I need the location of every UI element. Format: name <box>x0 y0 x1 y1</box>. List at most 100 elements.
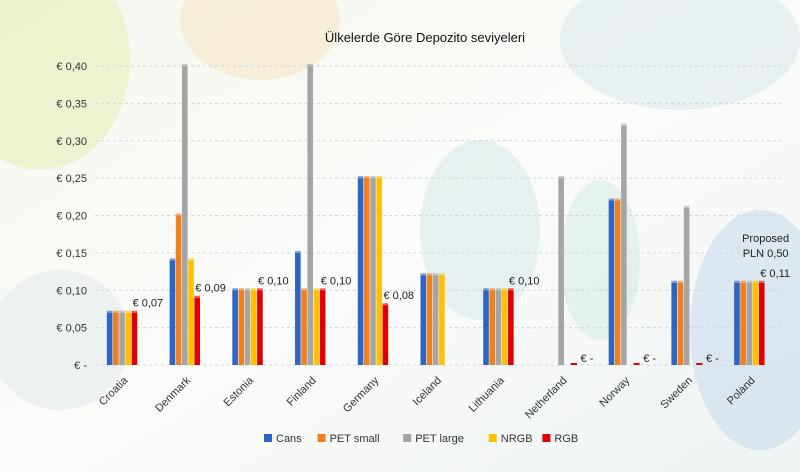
y-tick-label: € 0,20 <box>56 211 87 223</box>
bar-pet-large <box>307 66 314 365</box>
bar-nrgb <box>313 290 320 365</box>
bar-cap <box>752 280 759 283</box>
bar-cap <box>420 273 427 276</box>
bar-rgb <box>131 312 138 365</box>
y-tick-label: € 0,15 <box>56 248 87 260</box>
data-label: € 0,10 <box>509 275 540 287</box>
bar-nrgb <box>125 312 132 365</box>
bar-nrgb <box>188 260 194 365</box>
data-label: € - <box>706 353 719 365</box>
bar-rgb-zero <box>570 363 577 365</box>
bar-nrgb <box>250 290 257 365</box>
bar-cap <box>746 280 753 283</box>
bar-cap <box>558 176 564 179</box>
bar-rgb <box>382 305 389 365</box>
bar-cap <box>169 258 176 261</box>
category-label: Finland <box>285 375 319 409</box>
bar-cans <box>106 312 113 365</box>
bar-cap <box>131 310 138 313</box>
bar-cans <box>295 252 301 365</box>
category-label: Netherland <box>523 375 570 422</box>
bar-cap <box>125 310 132 313</box>
legend-swatch <box>317 434 326 442</box>
bar-pet-small <box>426 275 433 365</box>
category-label: Denmark <box>153 374 193 414</box>
bar-pet-large <box>558 178 564 365</box>
bar-cans <box>734 282 740 365</box>
bar-cap <box>376 176 382 179</box>
data-label: € 0,09 <box>195 283 226 295</box>
bar-cap <box>740 280 746 283</box>
y-tick-label: € 0,25 <box>56 173 87 185</box>
bar-cans <box>671 282 678 365</box>
bar-pet-small <box>614 200 621 365</box>
legend-swatch <box>264 434 272 442</box>
data-labels: € 0,07 € 0,09 € 0,10 € 0,10 € 0,08 € 0,10 € - €… <box>133 268 790 365</box>
legend-swatch <box>403 434 412 442</box>
category-label: Iceland <box>411 375 445 409</box>
bar-pet-large <box>621 125 627 365</box>
bar-cans <box>608 200 615 365</box>
bar-cap <box>426 273 433 276</box>
bar-cap <box>119 310 125 313</box>
category-label: Croatia <box>97 374 131 408</box>
bar-cans <box>169 260 176 365</box>
legend-swatch <box>542 434 551 442</box>
legend-label: RGB <box>554 433 578 445</box>
data-label: € 0,07 <box>133 298 164 310</box>
bar-rgb-zero <box>633 363 640 365</box>
category-label: Norway <box>597 374 632 409</box>
annotation-text: Proposed <box>742 233 789 245</box>
bar-cap <box>621 123 627 126</box>
bar-cap <box>671 280 678 283</box>
y-tick-label: € 0,30 <box>56 136 87 148</box>
data-label: € 0,11 <box>760 268 790 280</box>
legend-label: NRGB <box>501 433 533 445</box>
bar-cans <box>232 290 238 365</box>
bar-cap <box>370 176 376 179</box>
y-axis-ticks: € - € 0,05 € 0,10 € 0,15 € 0,20 € 0,25 € 0,30 €… <box>56 61 87 372</box>
data-label: € 0,10 <box>321 275 352 287</box>
bar-cap <box>194 295 200 298</box>
data-label: € 0,10 <box>258 275 289 287</box>
y-tick-label: € 0,35 <box>56 98 87 110</box>
chart-title: Ülkelerde Göre Depozito seviyeleri <box>325 30 525 45</box>
bars <box>106 64 765 365</box>
category-label: Estonia <box>222 374 257 409</box>
legend-label: PET large <box>415 433 464 445</box>
bar-cans <box>483 290 489 365</box>
bar-cap <box>483 288 489 291</box>
bar-cap <box>683 206 690 209</box>
annotation-text: PLN 0,50 <box>743 248 789 260</box>
category-label: Poland <box>725 375 758 408</box>
bar-cap <box>232 288 238 291</box>
bar-cap <box>238 288 245 291</box>
bar-rgb <box>758 282 765 365</box>
bar-cap <box>301 288 307 291</box>
bar-cap <box>106 310 113 313</box>
x-axis-categories: Croatia Denmark Estonia Finland Germany Icela… <box>97 374 758 421</box>
bar-pet-large <box>495 290 502 365</box>
bar-cap <box>188 258 194 261</box>
bar-cap <box>432 273 439 276</box>
bar-cap <box>501 288 508 291</box>
bar-cap <box>175 213 182 216</box>
bar-rgb <box>508 290 514 365</box>
data-label: € - <box>581 353 594 365</box>
bar-pet-large <box>746 282 753 365</box>
bar-pet-small <box>238 290 245 365</box>
bar-cap <box>113 310 119 313</box>
data-label: € - <box>643 353 656 365</box>
y-tick-label: € 0,05 <box>56 323 87 335</box>
bar-pet-large <box>244 290 251 365</box>
bar-cap <box>758 280 765 283</box>
bar-nrgb <box>752 282 759 365</box>
bar-pet-small <box>363 178 370 365</box>
legend: Cans PET small PET large NRGB RGB <box>264 433 578 445</box>
annotations: Proposed PLN 0,50 <box>742 233 789 260</box>
legend-swatch <box>488 434 497 442</box>
bar-nrgb <box>501 290 508 365</box>
bar-cap <box>363 176 370 179</box>
bar-cap <box>508 288 514 291</box>
bar-cap <box>357 176 364 179</box>
